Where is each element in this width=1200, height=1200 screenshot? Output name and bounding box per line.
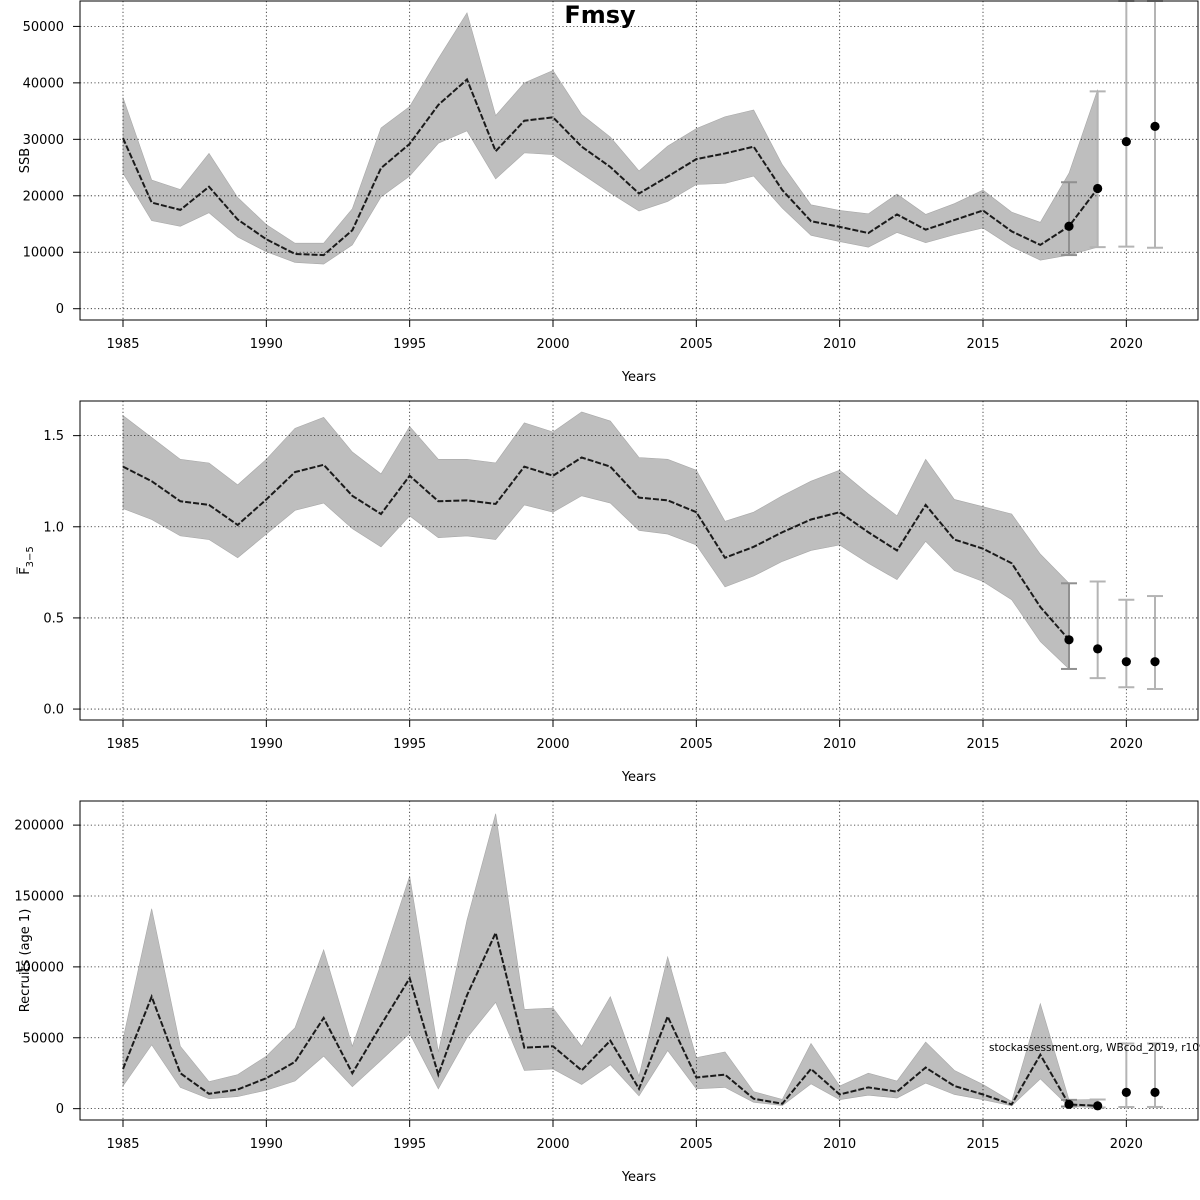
x-tick-label: 1990 bbox=[250, 337, 283, 352]
x-tick-label: 2005 bbox=[680, 737, 713, 752]
panel-3: 1985 1990 1995 2000 2005 2010 2015 2020 0 50000 10… bbox=[14, 800, 1200, 1185]
forecast-point bbox=[1121, 1087, 1131, 1097]
x-axis-label: Years bbox=[621, 770, 657, 785]
forecast-point bbox=[1093, 644, 1103, 654]
forecast-point bbox=[1121, 657, 1131, 667]
chart-title: Fmsy bbox=[564, 1, 636, 29]
x-tick-label: 2010 bbox=[823, 337, 856, 352]
y-tick-label: 0.5 bbox=[43, 611, 64, 626]
x-tick-label: 2005 bbox=[680, 337, 713, 352]
source-annotation: stockassessment.org, WBcod_2019, r10993 bbox=[989, 1042, 1200, 1054]
x-axis-label: Years bbox=[621, 370, 657, 385]
x-tick-label: 1985 bbox=[106, 337, 139, 352]
y-tick-label: 0.0 bbox=[43, 703, 64, 718]
x-tick-label: 2015 bbox=[966, 737, 999, 752]
plot-frame bbox=[79, 800, 1199, 1121]
forecast-point bbox=[1150, 121, 1160, 131]
y-tick-label: 30000 bbox=[23, 133, 64, 148]
x-tick-label: 2020 bbox=[1110, 1137, 1143, 1152]
y-tick-label: 100000 bbox=[14, 960, 64, 975]
forecast-point bbox=[1064, 635, 1074, 645]
x-tick-label: 1995 bbox=[393, 737, 426, 752]
x-tick-label: 2005 bbox=[680, 1137, 713, 1152]
x-tick-label: 2010 bbox=[823, 737, 856, 752]
forecast-point bbox=[1150, 657, 1160, 667]
x-tick-label: 1990 bbox=[250, 1137, 283, 1152]
x-tick-label: 2000 bbox=[536, 337, 569, 352]
x-tick-label: 2020 bbox=[1110, 737, 1143, 752]
x-tick-label: 2020 bbox=[1110, 337, 1143, 352]
forecast-point bbox=[1121, 136, 1131, 147]
y-tick-label: 20000 bbox=[23, 189, 64, 204]
x-tick-label: 1985 bbox=[106, 737, 139, 752]
y-tick-label: 10000 bbox=[23, 246, 64, 261]
y-tick-label: 200000 bbox=[14, 819, 64, 834]
x-axis-label: Years bbox=[621, 1170, 657, 1185]
forecast-point bbox=[1150, 1087, 1160, 1097]
forecast-point bbox=[1064, 221, 1074, 231]
x-tick-label: 2015 bbox=[966, 1137, 999, 1152]
plot-frame bbox=[79, 0, 1199, 321]
panel-2: 1985 1990 1995 2000 2005 2010 2015 2020 0.0 0.5 1.… bbox=[17, 400, 1199, 785]
y-axis-label: F̅3−5 bbox=[17, 546, 36, 575]
y-tick-label: 0 bbox=[56, 302, 64, 317]
y-tick-label: 150000 bbox=[14, 889, 64, 904]
y-tick-label: 50000 bbox=[23, 20, 64, 35]
y-tick-label: 1.5 bbox=[43, 429, 64, 444]
confidence-band bbox=[122, 411, 1070, 670]
x-tick-label: 1995 bbox=[393, 337, 426, 352]
estimate-line bbox=[122, 77, 1099, 257]
x-tick-label: 1995 bbox=[393, 1137, 426, 1152]
y-axis-label: SSB bbox=[18, 148, 33, 173]
forecast-point bbox=[1093, 1101, 1103, 1111]
x-tick-label: 2010 bbox=[823, 1137, 856, 1152]
x-tick-label: 1985 bbox=[106, 1137, 139, 1152]
y-tick-label: 40000 bbox=[23, 76, 64, 91]
x-tick-label: 2000 bbox=[536, 737, 569, 752]
x-tick-label: 2000 bbox=[536, 1137, 569, 1152]
estimate-line bbox=[122, 929, 1098, 1107]
y-axis-label-subscript: 3−5 bbox=[25, 546, 36, 567]
x-tick-label: 1990 bbox=[250, 737, 283, 752]
forecast-point bbox=[1064, 1099, 1074, 1110]
plot-frame bbox=[79, 400, 1199, 721]
forecast-point bbox=[1093, 183, 1103, 194]
panel-1: 1985 1990 1995 2000 2005 2010 2015 2020 0 10000 20… bbox=[18, 0, 1199, 385]
y-tick-label: 0 bbox=[56, 1102, 64, 1117]
y-tick-label: 1.0 bbox=[43, 520, 64, 535]
confidence-band bbox=[122, 813, 1098, 1108]
x-tick-label: 2015 bbox=[966, 337, 999, 352]
y-axis-label: Recruits (age 1) bbox=[18, 909, 33, 1013]
estimate-line bbox=[122, 456, 1070, 641]
y-tick-label: 50000 bbox=[23, 1031, 64, 1046]
confidence-band bbox=[122, 12, 1098, 265]
